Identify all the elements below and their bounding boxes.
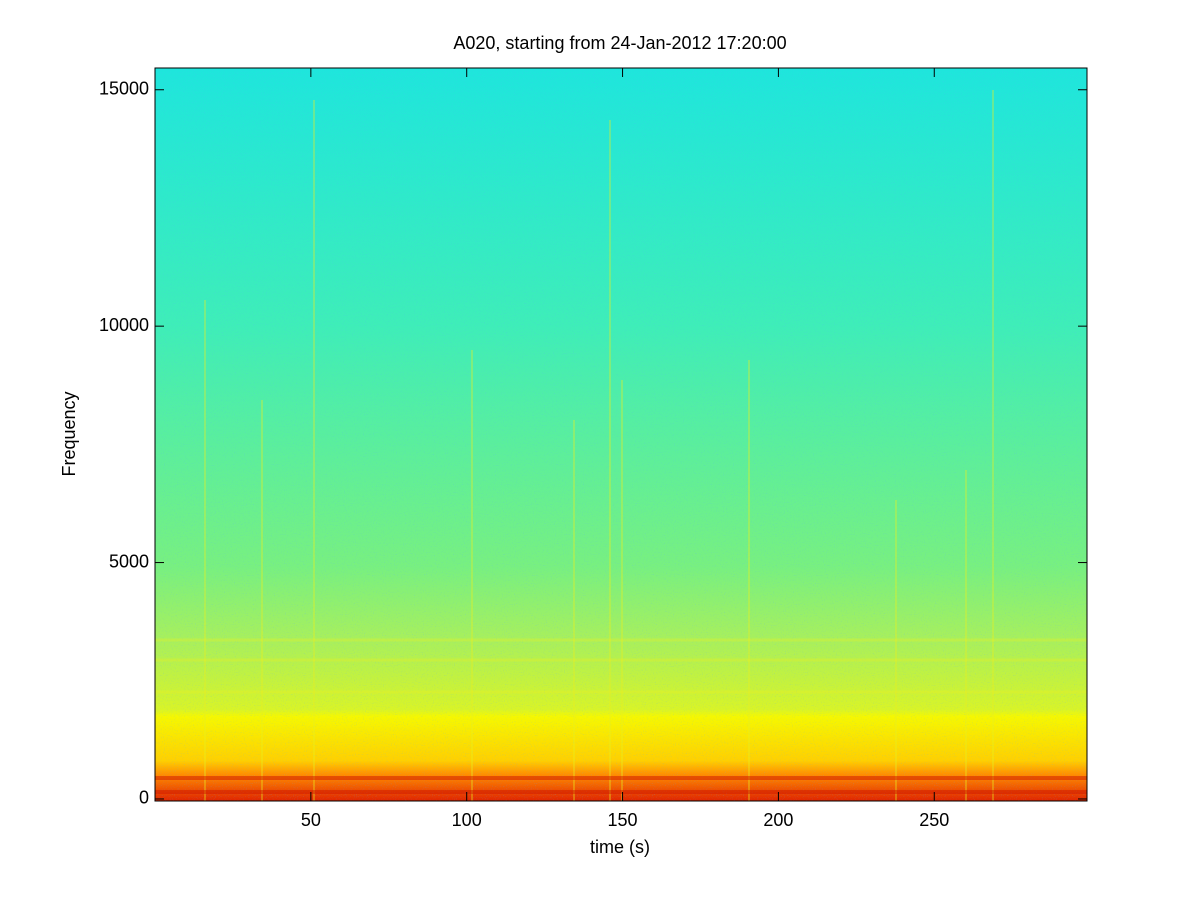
y-tick-label: 15000	[99, 78, 149, 98]
x-axis-label: time (s)	[590, 837, 650, 857]
y-tick-label: 0	[139, 788, 149, 808]
plot-frame	[154, 67, 1088, 802]
x-tick-label: 200	[763, 810, 793, 830]
x-tick-label: 250	[919, 810, 949, 830]
x-tick-label: 50	[301, 810, 321, 830]
y-tick-label: 5000	[109, 551, 149, 571]
spectrogram-image	[155, 68, 1087, 801]
x-tick-label: 150	[608, 810, 638, 830]
y-axis-label: Frequency	[59, 391, 79, 476]
y-tick-label: 10000	[99, 315, 149, 335]
x-tick-label: 100	[452, 810, 482, 830]
chart-title: A020, starting from 24-Jan-2012 17:20:00	[453, 33, 786, 53]
